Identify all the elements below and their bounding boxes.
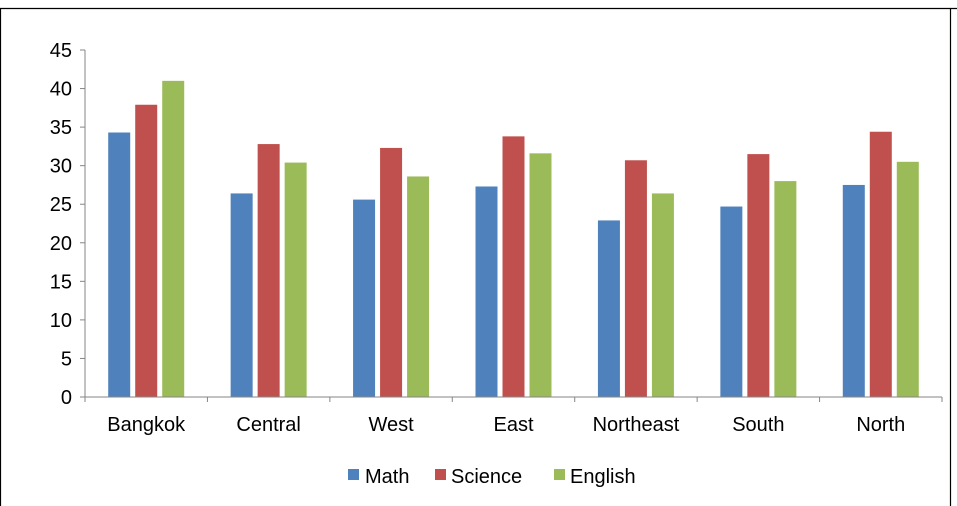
y-tick-label: 0	[61, 387, 72, 409]
y-tick-label: 5	[61, 348, 72, 370]
y-tick-label: 25	[50, 194, 72, 216]
bar-math-central	[230, 193, 253, 397]
x-category-label: Northeast	[593, 414, 680, 436]
legend-label-math: Math	[365, 466, 409, 488]
bar-english-west	[407, 176, 430, 397]
legend: Math Science English	[348, 466, 636, 488]
bar-math-northeast	[597, 220, 620, 397]
bar-english-south	[774, 181, 797, 397]
y-tick-label: 45	[50, 40, 72, 62]
x-category-label: Bangkok	[107, 414, 186, 436]
bars	[108, 80, 919, 397]
legend-label-english: English	[570, 466, 636, 488]
bar-science-west	[380, 147, 403, 397]
x-category-label: East	[493, 414, 533, 436]
bar-english-bangkok	[162, 80, 185, 397]
bar-science-east	[502, 136, 525, 397]
x-category-label: West	[368, 414, 414, 436]
bar-math-bangkok	[108, 132, 131, 397]
legend-swatch-science	[435, 469, 446, 480]
legend-swatch-english	[554, 469, 565, 480]
bar-science-south	[747, 154, 770, 397]
y-tick-label: 20	[50, 233, 72, 255]
x-category-label: Central	[236, 414, 300, 436]
bar-math-south	[720, 206, 743, 397]
bar-math-west	[353, 199, 376, 397]
bar-english-northeast	[651, 193, 674, 397]
bar-science-north	[869, 131, 892, 397]
x-axis: Bangkok Central West East Northeast South Nort…	[84, 396, 943, 436]
bar-science-northeast	[624, 160, 647, 397]
bar-english-east	[529, 153, 552, 397]
legend-swatch-math	[348, 469, 359, 480]
y-tick-label: 35	[50, 117, 72, 139]
bar-english-central	[284, 162, 307, 397]
y-tick-label: 40	[50, 79, 72, 101]
legend-label-science: Science	[451, 466, 522, 488]
bar-science-central	[257, 144, 280, 397]
bar-math-north	[842, 184, 865, 397]
bar-science-bangkok	[135, 104, 158, 397]
bar-math-east	[475, 186, 498, 397]
y-tick-label: 30	[50, 156, 72, 178]
y-tick-label: 10	[50, 310, 72, 332]
y-tick-label: 15	[50, 271, 72, 293]
x-category-label: North	[856, 414, 905, 436]
bar-english-north	[896, 161, 919, 397]
x-category-label: South	[732, 414, 784, 436]
y-axis: 0 5 10 15 20 25 30 35 40 45	[50, 40, 86, 409]
